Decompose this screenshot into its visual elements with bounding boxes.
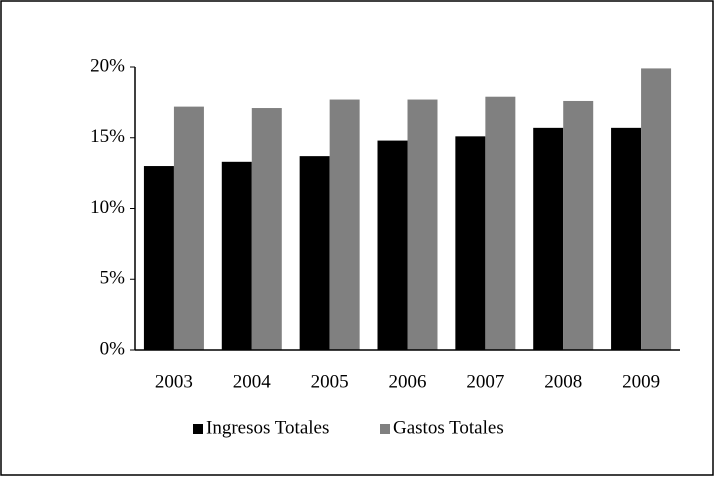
x-tick-label: 2003 xyxy=(155,371,193,392)
bar xyxy=(143,166,174,350)
x-tick-label: 2007 xyxy=(466,371,504,392)
bar xyxy=(173,106,204,351)
bar xyxy=(533,127,564,350)
x-tick-label: 2008 xyxy=(544,371,582,392)
bar xyxy=(641,68,672,350)
bar xyxy=(407,99,438,350)
bar xyxy=(611,127,642,350)
x-tick-label: 2009 xyxy=(622,371,660,392)
legend-swatch xyxy=(380,424,390,434)
bar xyxy=(221,161,252,350)
y-tick-label: 15% xyxy=(90,126,125,147)
legend-label: Ingresos Totales xyxy=(206,417,329,438)
y-tick-label: 20% xyxy=(90,55,125,76)
x-tick-label: 2006 xyxy=(389,371,427,392)
bar xyxy=(485,96,516,350)
bar xyxy=(563,100,594,351)
bar xyxy=(329,99,360,350)
x-tick-label: 2004 xyxy=(233,371,272,392)
y-tick-label: 10% xyxy=(90,197,125,218)
legend-swatch xyxy=(193,424,203,434)
x-tick-label: 2005 xyxy=(311,371,349,392)
y-tick-label: 5% xyxy=(100,268,126,289)
bar xyxy=(299,156,330,350)
legend-label: Gastos Totales xyxy=(393,417,504,438)
bar xyxy=(251,108,282,350)
bar xyxy=(377,140,408,350)
y-tick-label: 0% xyxy=(100,338,126,359)
bar xyxy=(455,136,486,350)
